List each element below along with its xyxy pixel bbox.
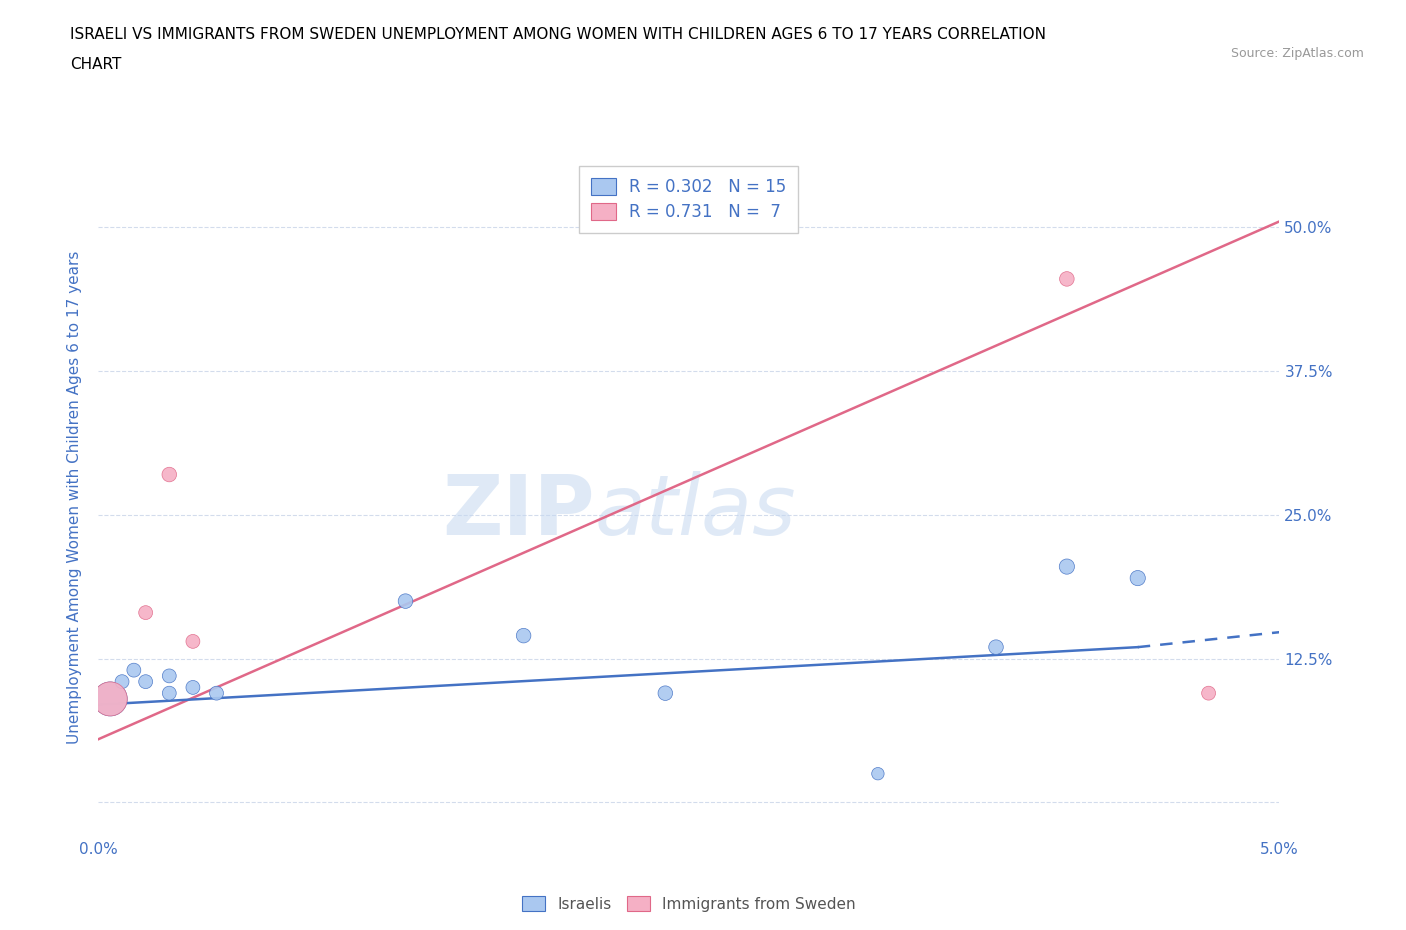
Point: [512, 628, 534, 643]
Point: [1056, 272, 1078, 286]
Point: [111, 674, 134, 689]
Text: CHART: CHART: [70, 57, 122, 72]
Point: [394, 593, 416, 608]
Legend: Israelis, Immigrants from Sweden: Israelis, Immigrants from Sweden: [516, 889, 862, 918]
Point: [181, 680, 204, 695]
Text: atlas: atlas: [595, 471, 796, 551]
Point: [205, 685, 228, 700]
Text: ISRAELI VS IMMIGRANTS FROM SWEDEN UNEMPLOYMENT AMONG WOMEN WITH CHILDREN AGES 6 : ISRAELI VS IMMIGRANTS FROM SWEDEN UNEMPL…: [70, 27, 1046, 42]
Point: [1056, 559, 1078, 574]
Point: [98, 692, 121, 707]
Point: [135, 674, 157, 689]
Y-axis label: Unemployment Among Women with Children Ages 6 to 17 years: Unemployment Among Women with Children A…: [67, 251, 83, 744]
Point: [984, 640, 1007, 655]
Point: [181, 634, 204, 649]
Text: ZIP: ZIP: [441, 471, 595, 551]
Point: [157, 669, 180, 684]
Point: [866, 766, 889, 781]
Point: [122, 663, 145, 678]
Text: Source: ZipAtlas.com: Source: ZipAtlas.com: [1230, 47, 1364, 60]
Point: [157, 467, 180, 482]
Point: [1126, 571, 1149, 586]
Point: [98, 692, 121, 707]
Point: [135, 605, 157, 620]
Point: [654, 685, 676, 700]
Point: [1198, 685, 1220, 700]
Point: [157, 685, 180, 700]
